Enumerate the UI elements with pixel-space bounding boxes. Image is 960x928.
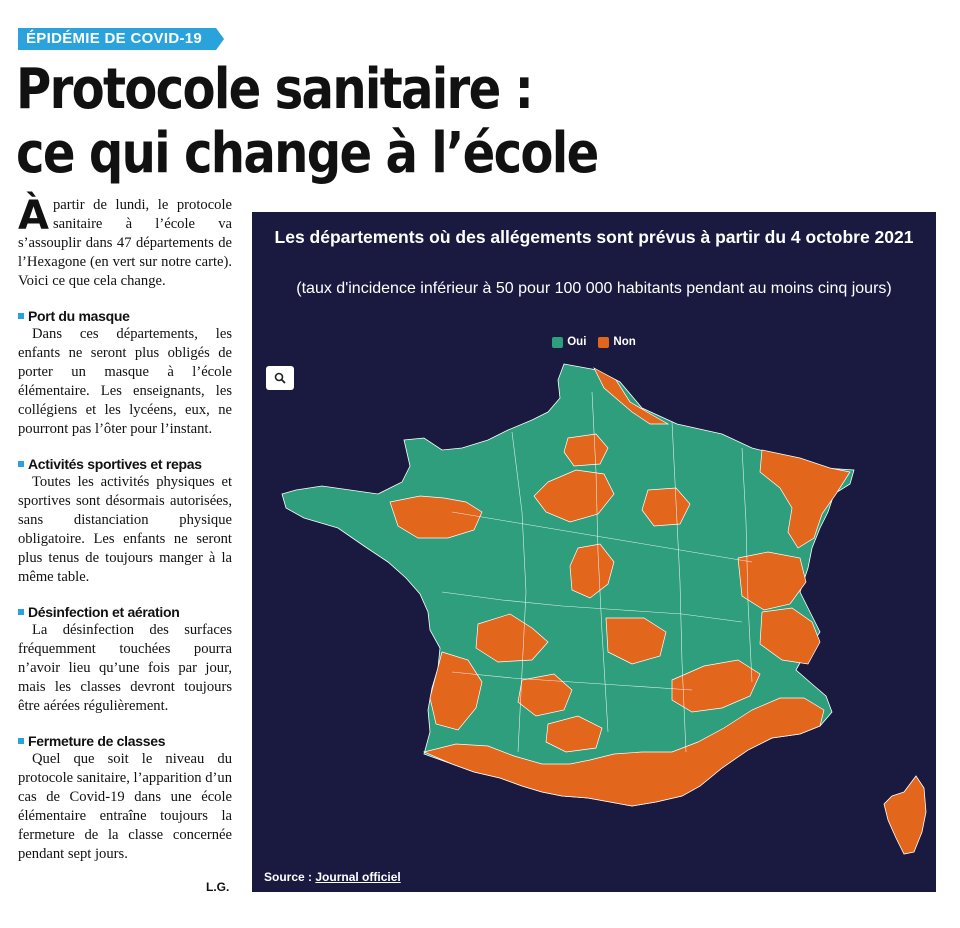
section-title: Port du masque xyxy=(18,307,232,325)
map-source: Source : Journal officiel xyxy=(264,870,401,884)
dept-limousin xyxy=(475,613,549,663)
kicker-label: ÉPIDÉMIE DE COVID-19 xyxy=(18,28,224,50)
author-signature: L.G. xyxy=(206,880,230,894)
map-legend: Oui Non xyxy=(252,336,936,348)
dept-paris-area xyxy=(533,469,615,523)
headline-line-1: Protocole sanitaire : xyxy=(16,57,534,122)
legend-item-oui[interactable]: Oui xyxy=(552,336,586,348)
corsica xyxy=(883,775,927,855)
zoom-button[interactable] xyxy=(266,366,294,390)
bullet-square-icon xyxy=(18,461,24,467)
non-departments xyxy=(389,367,851,807)
legend-swatch-oui xyxy=(552,336,564,348)
dept-nord xyxy=(593,367,670,425)
france-departments-map xyxy=(281,363,927,855)
section-disinfection: Désinfection et aération La désinfection… xyxy=(18,603,232,716)
legend-item-non[interactable]: Non xyxy=(598,336,636,348)
dept-alsace xyxy=(759,449,851,549)
dept-marne xyxy=(641,487,691,527)
section-title: Fermeture de classes xyxy=(18,732,232,750)
search-icon xyxy=(274,372,286,384)
article-column: À partir de lundi, le protocole sanitair… xyxy=(18,196,232,864)
section-title-text: Désinfection et aération xyxy=(28,604,180,620)
headline: Protocole sanitaire : ce qui change à l’… xyxy=(16,58,618,186)
map-card: Les départements où des allégements sont… xyxy=(252,212,936,892)
section-body: Dans ces départements, les enfants ne se… xyxy=(18,326,232,437)
dept-south-west xyxy=(422,697,825,807)
source-prefix: Source : xyxy=(264,870,316,884)
bullet-square-icon xyxy=(18,738,24,744)
section-sports: Activités sportives et repas Toutes les … xyxy=(18,455,232,587)
department-borders xyxy=(441,391,753,753)
dept-rhone-alpes-south xyxy=(671,659,761,713)
source-link[interactable]: Journal officiel xyxy=(315,870,401,884)
lead-paragraph: À partir de lundi, le protocole sanitair… xyxy=(18,196,232,291)
map-subtitle: (taux d'incidence inférieur à 50 pour 10… xyxy=(296,280,892,297)
dept-east-jura xyxy=(737,551,807,611)
section-body: La désinfection des surfaces fréquemment… xyxy=(18,622,232,714)
section-mask: Port du masque Dans ces départements, le… xyxy=(18,307,232,439)
dept-savoie xyxy=(759,607,821,665)
legend-swatch-non xyxy=(598,336,610,348)
dept-bretagne-east xyxy=(389,495,483,539)
dept-auvergne xyxy=(605,617,667,665)
map-title: Les départements où des allégements sont… xyxy=(274,227,914,247)
section-title-text: Activités sportives et repas xyxy=(28,456,202,472)
bullet-square-icon xyxy=(18,313,24,319)
legend-label: Non xyxy=(613,336,636,348)
dept-aveyron xyxy=(545,715,603,753)
section-body: Toutes les activités physiques et sporti… xyxy=(18,474,232,585)
legend-label: Oui xyxy=(567,336,587,348)
dept-dordogne xyxy=(517,673,573,717)
bullet-square-icon xyxy=(18,609,24,615)
section-title-text: Fermeture de classes xyxy=(28,733,166,749)
section-title-text: Port du masque xyxy=(28,308,130,324)
dept-atlantic-coast xyxy=(429,651,483,731)
drop-cap: À xyxy=(18,193,49,239)
section-closures: Fermeture de classes Quel que soit le ni… xyxy=(18,732,232,864)
dept-picardie-north xyxy=(563,433,609,467)
lead-text: partir de lundi, le protocole sanitaire … xyxy=(18,197,232,289)
section-title: Activités sportives et repas xyxy=(18,455,232,473)
headline-line-2: ce qui change à l’école xyxy=(16,121,599,186)
section-title: Désinfection et aération xyxy=(18,603,232,621)
section-body: Quel que soit le niveau du protocole san… xyxy=(18,751,232,862)
dept-centre xyxy=(569,543,615,599)
